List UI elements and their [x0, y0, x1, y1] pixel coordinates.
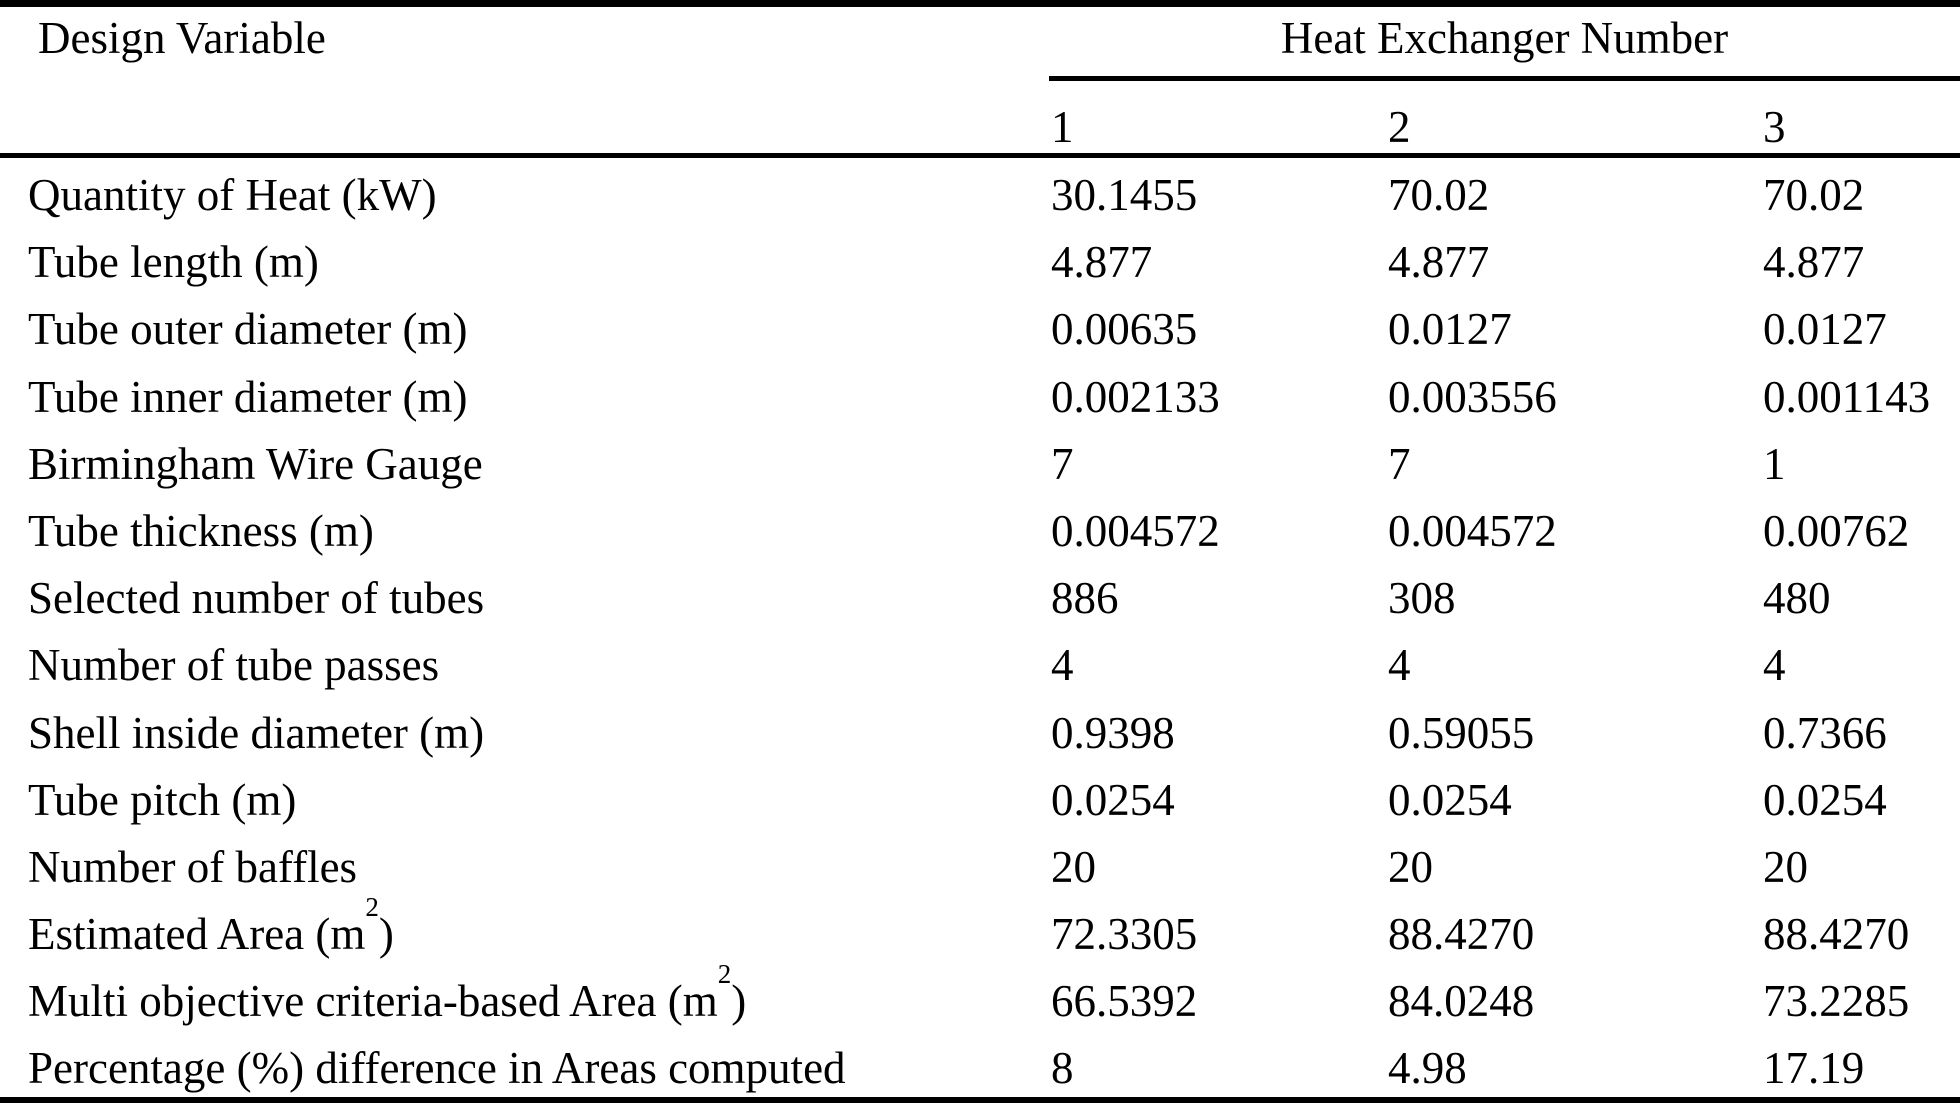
row-label: Shell inside diameter (m) [28, 707, 485, 758]
cell-value: 88.4270 [1388, 909, 1535, 960]
row-label: Tube thickness (m) [28, 505, 374, 556]
cell-value: 8 [1051, 1043, 1074, 1094]
table-row: Quantity of Heat (kW) 30.1455 70.02 70.0… [0, 158, 1960, 225]
rule-top [0, 0, 1960, 7]
cell-value: 0.002133 [1051, 371, 1220, 422]
cell-value: 0.00762 [1763, 505, 1910, 556]
cell-value: 886 [1051, 573, 1119, 624]
cell-value: 0.004572 [1388, 505, 1557, 556]
cell-value: 72.3305 [1051, 909, 1198, 960]
table-row: Number of tube passes 4 4 4 [0, 628, 1960, 695]
cell-value: 0.00635 [1051, 304, 1198, 355]
header-col-1: 1 [1051, 102, 1074, 152]
cell-value: 0.7366 [1763, 707, 1887, 758]
row-label: Number of tube passes [28, 640, 440, 691]
cell-value: 4 [1763, 640, 1786, 691]
cell-value: 7 [1388, 438, 1411, 489]
cell-value: 0.001143 [1763, 371, 1931, 422]
rule-header-bottom [0, 153, 1960, 158]
table-row: Percentage (%) difference in Areas compu… [0, 1031, 1960, 1098]
cell-value: 4.877 [1388, 237, 1490, 288]
superscript-2: 2 [717, 959, 732, 990]
cell-value: 0.0127 [1763, 304, 1887, 355]
row-label: Tube outer diameter (m) [28, 304, 468, 355]
table-row: Multi objective criteria-based Area (m2)… [0, 961, 1960, 1031]
cell-value: 0.9398 [1051, 707, 1175, 758]
row-label: Quantity of Heat (kW) [28, 170, 437, 220]
table-row: Number of baffles 20 20 20 [0, 830, 1960, 897]
row-label: Percentage (%) difference in Areas compu… [28, 1043, 846, 1094]
cell-value: 17.19 [1763, 1043, 1865, 1094]
cell-value: 66.5392 [1051, 976, 1198, 1027]
cell-value: 480 [1763, 573, 1831, 624]
table-row: Birmingham Wire Gauge 7 7 1 [0, 427, 1960, 494]
table-row: Tube thickness (m) 0.004572 0.004572 0.0… [0, 494, 1960, 561]
cell-value: 0.004572 [1051, 505, 1220, 556]
header-group: Heat Exchanger Number [1280, 13, 1729, 63]
table-row: Tube outer diameter (m) 0.00635 0.0127 0… [0, 292, 1960, 359]
cell-value: 20 [1051, 841, 1096, 892]
table-row: Selected number of tubes 886 308 480 [0, 561, 1960, 628]
cell-value: 70.02 [1763, 170, 1865, 220]
cell-value: 20 [1388, 841, 1433, 892]
cell-value: 4 [1051, 640, 1074, 691]
cell-value: 30.1455 [1051, 170, 1198, 220]
cell-value: 0.0254 [1051, 774, 1175, 825]
row-label: Tube inner diameter (m) [28, 371, 468, 422]
table-row: Tube pitch (m) 0.0254 0.0254 0.0254 [0, 763, 1960, 830]
header-col-3: 3 [1763, 102, 1786, 152]
cell-value: 70.02 [1388, 170, 1490, 220]
cell-value: 0.0254 [1388, 774, 1512, 825]
row-label: Birmingham Wire Gauge [28, 438, 483, 489]
table-row: Tube length (m) 4.877 4.877 4.877 [0, 225, 1960, 292]
cell-value: 0.003556 [1388, 371, 1557, 422]
row-label: Selected number of tubes [28, 573, 485, 624]
row-label: Tube length (m) [28, 237, 319, 288]
cell-value: 0.59055 [1388, 707, 1535, 758]
table-row: Tube inner diameter (m) 0.002133 0.00355… [0, 360, 1960, 427]
table-body: Quantity of Heat (kW) 30.1455 70.02 70.0… [0, 158, 1960, 1099]
rule-group-header [1049, 76, 1960, 81]
row-label: Estimated Area (m2) [28, 892, 394, 960]
cell-value: 308 [1388, 573, 1456, 624]
cell-value: 0.0254 [1763, 774, 1887, 825]
header-col-2: 2 [1388, 102, 1411, 152]
cell-value: 84.0248 [1388, 976, 1535, 1027]
header-design-variable: Design Variable [38, 13, 326, 63]
cell-value: 20 [1763, 841, 1808, 892]
cell-value: 4.877 [1763, 237, 1865, 288]
cell-value: 0.0127 [1388, 304, 1512, 355]
table-row: Estimated Area (m2) 72.3305 88.4270 88.4… [0, 894, 1960, 964]
table-row: Shell inside diameter (m) 0.9398 0.59055… [0, 696, 1960, 763]
cell-value: 4 [1388, 640, 1411, 691]
cell-value: 4.877 [1051, 237, 1153, 288]
row-label: Multi objective criteria-based Area (m2) [28, 959, 747, 1027]
cell-value: 7 [1051, 438, 1074, 489]
cell-value: 4.98 [1388, 1043, 1467, 1094]
cell-value: 73.2285 [1763, 976, 1910, 1027]
cell-value: 1 [1763, 438, 1786, 489]
superscript-2: 2 [365, 892, 379, 923]
rule-bottom [0, 1097, 1960, 1103]
cell-value: 88.4270 [1763, 909, 1910, 960]
row-label: Tube pitch (m) [28, 774, 297, 825]
row-label: Number of baffles [28, 841, 358, 892]
